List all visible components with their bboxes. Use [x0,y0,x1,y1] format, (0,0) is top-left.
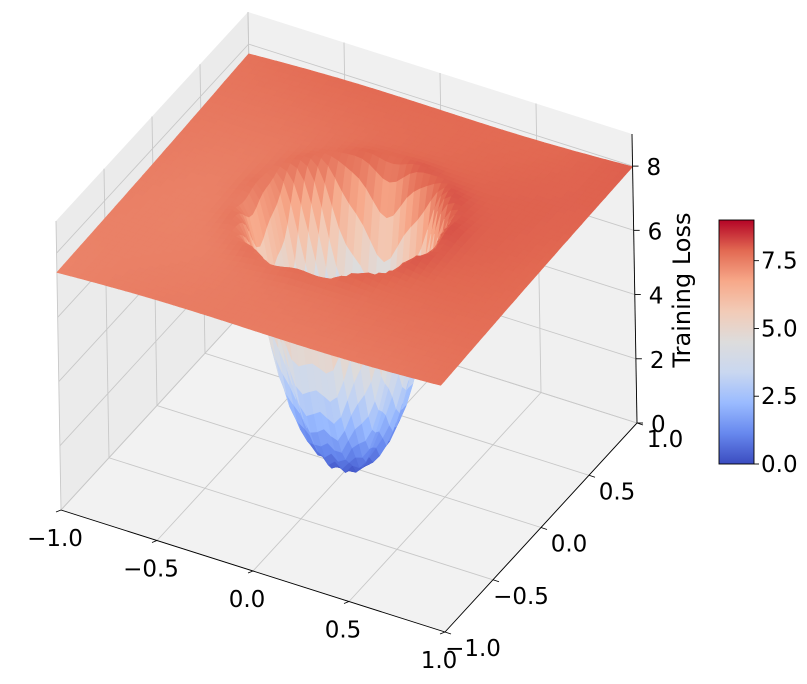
colorbar: 0.0 2.5 5.0 7.5 [718,219,798,478]
y-tick-label: 0.5 [599,479,636,505]
z-axis-label: Training Loss [668,213,696,369]
x-tick-label: 0.0 [229,587,266,613]
z-tick-label: 0 [651,412,666,438]
x-tick-label: −1.0 [27,526,83,552]
y-tick-label: −0.5 [493,584,549,610]
z-tick-label: 4 [649,284,664,310]
y-tick-label: 0.0 [551,532,588,558]
z-tick-label: 2 [650,348,665,374]
colorbar-tick-label: 0.0 [761,452,798,478]
z-axis-line [631,133,638,424]
y-tick-mark [492,579,500,583]
z-tick-label: 6 [648,219,663,245]
z-tick-label: 8 [647,155,662,181]
grid-line-z [56,43,633,254]
y-tick-mark [444,631,452,635]
x-tick-mark [247,570,254,574]
y-tick-label: −1.0 [445,636,501,662]
y-axis-ticks: −1.0 −0.50.0 0.5 1.0 [444,422,684,662]
colorbar-tick-label: 5.0 [761,316,798,342]
x-tick-label: 0.5 [325,618,362,644]
colorbar-gradient [718,219,755,465]
x-tick-label: −0.5 [123,557,179,583]
colorbar-tick-label: 7.5 [761,249,798,275]
x-tick-mark [439,631,446,635]
x-tick-mark [55,509,62,513]
x-tick-mark [343,601,350,604]
colorbar-tick-label: 2.5 [761,384,798,410]
surface-patch [56,268,68,275]
x-axis-ticks: −1.0 −0.5 0.0 0.5 1.0 [27,509,458,674]
z-axis-ticks: 0 2 4 6 8 [632,155,666,438]
x-tick-label: 1.0 [421,648,458,674]
y-tick-label: 1.0 [647,427,684,453]
y-tick-mark [588,474,596,478]
x-tick-mark [151,540,158,543]
loss-surface [56,53,634,473]
y-tick-mark [540,527,548,530]
